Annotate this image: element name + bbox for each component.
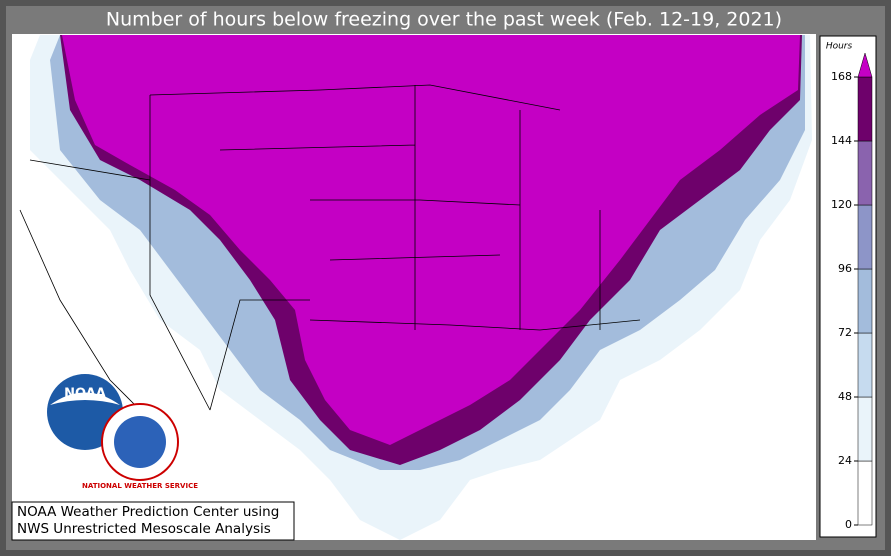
state-lines [19, 84, 641, 411]
colorbar-segment [857, 204, 873, 270]
noaa-gull [50, 392, 120, 405]
noaa-label: NOAA [64, 387, 106, 402]
title: Number of hours below freezing over the … [106, 9, 782, 31]
colorbar-segment [857, 332, 873, 398]
colorbar-tick-label: 144 [831, 134, 852, 147]
credit-line: NOAA Weather Prediction Center using [17, 504, 279, 520]
colorbar-extension [857, 52, 873, 78]
legend-title: Hours [826, 42, 853, 52]
nws-center [114, 416, 166, 468]
colorbar-segment [857, 460, 873, 526]
colorbar-tick-label: 24 [838, 454, 852, 467]
nws-logo: NATIONAL WEATHER SERVICE [82, 403, 198, 490]
region-max [62, 35, 800, 445]
colorbar-tick-label: 48 [838, 390, 852, 403]
colorbar-tick-label: 0 [845, 518, 852, 531]
nws-label: NATIONAL WEATHER SERVICE [82, 482, 198, 490]
colorbar-tick-label: 96 [838, 262, 852, 275]
colorbar-tick-label: 168 [831, 70, 852, 83]
colorbar-segment [857, 396, 873, 462]
colorbar-tick-label: 120 [831, 198, 852, 211]
credit-line: NWS Unrestricted Mesoscale Analysis [17, 521, 271, 537]
colorbar-tick-label: 72 [838, 326, 852, 339]
credit-box [11, 501, 295, 541]
colorbar-segment [857, 140, 873, 206]
map [19, 35, 812, 540]
colorbar-segment [857, 268, 873, 334]
colorbar-segment [857, 76, 873, 142]
